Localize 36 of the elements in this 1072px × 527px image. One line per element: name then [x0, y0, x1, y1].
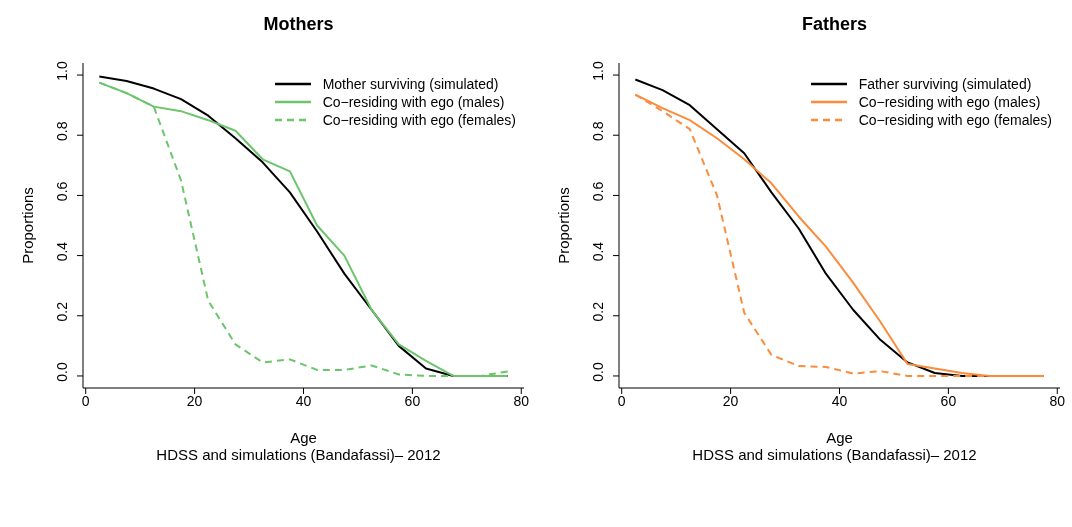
y-tick-label: 0.6 — [590, 181, 606, 202]
x-tick-label: 0 — [617, 392, 626, 409]
y-tick-label: 0.2 — [590, 301, 606, 322]
x-tick-label: 80 — [513, 392, 530, 409]
x-tick-label: 60 — [940, 392, 957, 409]
x-tick-label: 20 — [722, 392, 739, 409]
x-tick-label: 40 — [831, 392, 848, 409]
legend-label: Mother surviving (simulated) — [322, 75, 499, 93]
y-axis-title: Proportions — [19, 187, 37, 264]
x-tick-label: 80 — [1049, 392, 1066, 409]
x-tick-label: 0 — [81, 392, 90, 409]
y-tick-label: 0.0 — [54, 362, 70, 382]
text: HDSS and simulations (Bandafassi)– 2012 — [691, 446, 978, 463]
y-axis-title: Proportions — [555, 187, 573, 264]
chart-title: Mothers — [262, 14, 335, 35]
legend-label: Co−residing with ego (females) — [322, 111, 516, 129]
y-tick-label: 0.6 — [54, 181, 70, 202]
chart-title: Fathers — [801, 14, 868, 35]
x-axis-title: Age — [826, 429, 853, 446]
legend-label: Co−residing with ego (males) — [322, 93, 505, 111]
y-tick-label: 0.2 — [54, 301, 70, 322]
legend-label: Father surviving (simulated) — [858, 75, 1032, 93]
y-tick-label: 0.4 — [54, 241, 70, 262]
y-tick-label: 0.0 — [590, 362, 606, 382]
x-axis-title: Age — [290, 429, 317, 446]
x-tick-label: 40 — [295, 392, 312, 409]
legend-label: Co−residing with ego (females) — [858, 111, 1052, 129]
y-tick-label: 1.0 — [54, 61, 70, 81]
y-tick-label: 0.4 — [590, 241, 606, 262]
y-tick-label: 0.8 — [54, 121, 70, 141]
y-tick-label: 0.8 — [590, 121, 606, 141]
x-tick-label: 20 — [186, 392, 203, 409]
legend-label: Co−residing with ego (males) — [858, 93, 1041, 111]
text: HDSS and simulations (Bandafassi)– 2012 — [155, 446, 442, 463]
y-tick-label: 1.0 — [590, 61, 606, 81]
x-tick-label: 60 — [404, 392, 421, 409]
